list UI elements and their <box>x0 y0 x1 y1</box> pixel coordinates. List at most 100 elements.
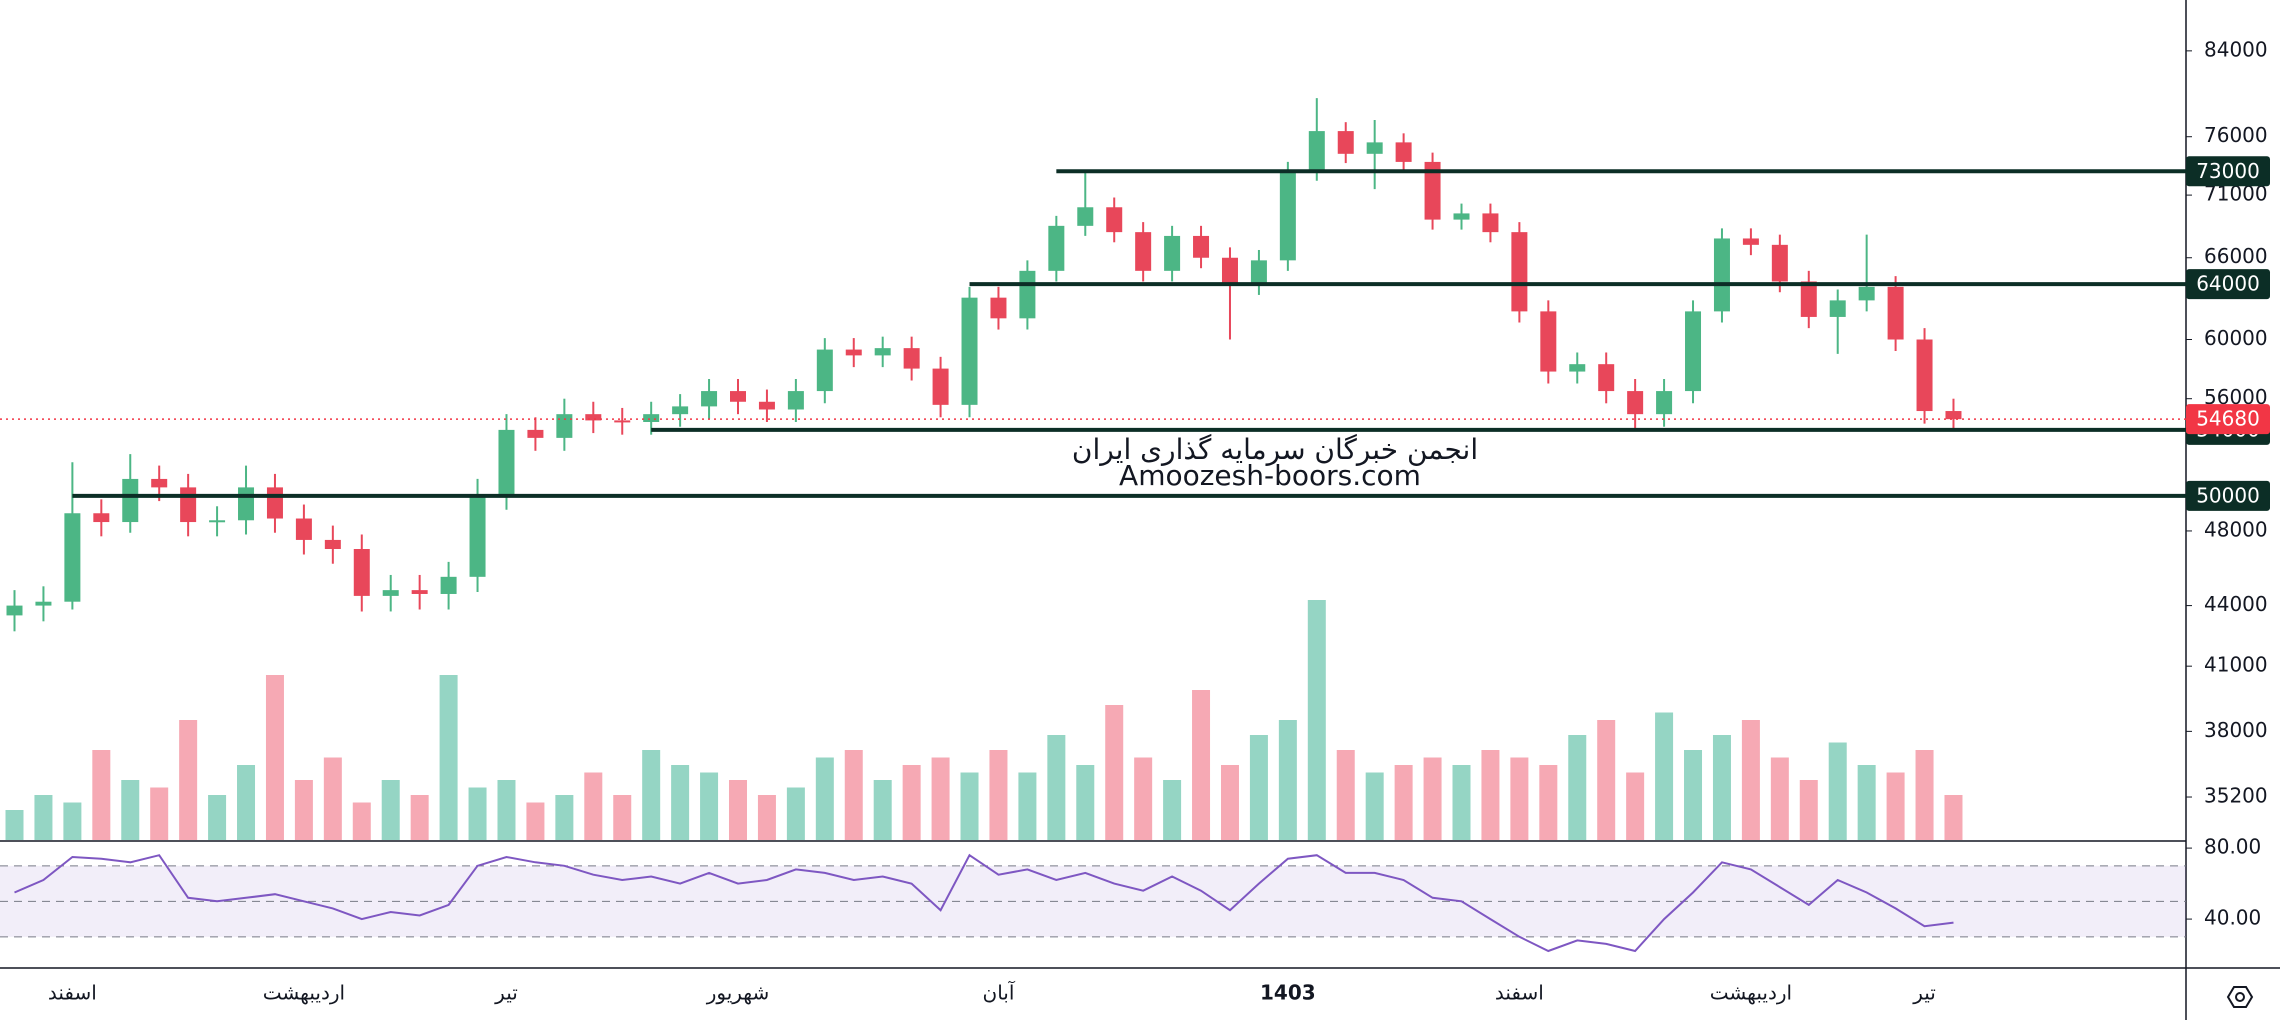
volume-bar <box>642 750 661 840</box>
y-tick-label: 76000 <box>2204 123 2268 147</box>
candle-body <box>787 391 804 410</box>
volume-bar <box>1857 765 1876 840</box>
volume-bar <box>1047 735 1066 840</box>
candle-body <box>1829 300 1846 317</box>
candle-body <box>643 414 660 422</box>
volume-bar <box>468 787 487 840</box>
volume-bar <box>1626 772 1645 840</box>
volume-bar <box>1712 735 1731 840</box>
watermark-line: انجمن خبرگان سرمایه گذاری ایران <box>1072 433 1478 466</box>
candle-body <box>1945 411 1962 420</box>
candle-body <box>874 348 891 356</box>
volume-bar <box>1249 735 1268 840</box>
candle-body <box>411 590 428 594</box>
candle-body <box>614 420 631 423</box>
candle-body <box>1077 207 1094 226</box>
volume-bar <box>844 750 863 840</box>
volume-bar <box>121 780 140 840</box>
candle-body <box>932 368 949 405</box>
candle-body <box>1800 281 1817 317</box>
volume-bar <box>1886 772 1905 840</box>
current-price-box <box>2186 404 2270 435</box>
candle-body <box>903 348 920 369</box>
volume-bar <box>902 765 921 840</box>
volume-bar <box>1365 772 1384 840</box>
volume-bar <box>34 795 53 840</box>
volume-bar <box>1278 720 1297 840</box>
volume-bar <box>786 787 805 840</box>
candle-body <box>1279 171 1296 261</box>
candle-body <box>353 549 370 596</box>
volume-bar <box>92 750 111 840</box>
volume-bar <box>439 675 458 840</box>
volume-bar <box>1741 720 1760 840</box>
candle-body <box>1250 260 1267 285</box>
candle-body <box>1916 339 1933 412</box>
volume-bar <box>613 795 632 840</box>
volume-bar <box>1655 712 1674 840</box>
x-tick-label: شهریور <box>706 981 770 1005</box>
candle-body <box>1569 364 1586 372</box>
candle-body <box>1627 391 1644 415</box>
candle-body <box>527 429 544 438</box>
volume-bar <box>63 802 82 840</box>
candle-body <box>1713 238 1730 312</box>
volume-bar <box>410 795 429 840</box>
volume-bar <box>1220 765 1239 840</box>
candle-body <box>498 429 515 496</box>
candle-body <box>1742 238 1759 245</box>
volume-bar <box>1597 720 1616 840</box>
volume-bar <box>1684 750 1703 840</box>
volume-bar <box>5 810 24 840</box>
y-tick-label: 38000 <box>2204 718 2268 742</box>
candle-body <box>1164 235 1181 271</box>
volume-bar <box>584 772 603 840</box>
candle-body <box>1887 286 1904 340</box>
rsi-tick-label: 40.00 <box>2204 906 2261 930</box>
candle-body <box>585 414 602 421</box>
volume-bar <box>1307 600 1326 840</box>
x-tick-label: اردیبهشت <box>263 981 345 1005</box>
candle-body <box>1221 257 1238 285</box>
volume-bar <box>1944 795 1963 840</box>
volume-bar <box>960 772 979 840</box>
candle-body <box>266 487 283 519</box>
candle-body <box>180 487 197 523</box>
candle-body <box>730 391 746 402</box>
volume-bar <box>208 795 227 840</box>
watermark-line: Amoozesh-boors.com <box>1119 459 1421 492</box>
candle-body <box>1193 235 1210 258</box>
candle-body <box>35 601 52 606</box>
settings-icon[interactable] <box>2226 986 2254 1008</box>
level-label: 64000 <box>2196 272 2260 296</box>
candle-body <box>1858 286 1875 301</box>
candle-body <box>758 401 775 410</box>
volume-bar <box>671 765 690 840</box>
x-tick-label: آبان <box>983 980 1016 1005</box>
candle-body <box>440 576 457 594</box>
volume-bar <box>1018 772 1037 840</box>
y-tick-label: 60000 <box>2204 326 2268 350</box>
candle-body <box>672 406 689 415</box>
candle-body <box>845 349 862 356</box>
candle-body <box>122 478 139 523</box>
candle-body <box>1685 311 1702 392</box>
volume-bar <box>237 765 256 840</box>
volume-bar <box>497 780 516 840</box>
volume-bar <box>1770 757 1789 840</box>
volume-bar <box>1394 765 1413 840</box>
volume-bar <box>1915 750 1934 840</box>
candle-body <box>238 487 255 521</box>
candle-body <box>1453 213 1470 220</box>
volume-bar <box>150 787 169 840</box>
volume-bar <box>1452 765 1471 840</box>
candle-body <box>961 297 978 405</box>
volume-bar <box>265 675 284 840</box>
volume-bar <box>1510 757 1529 840</box>
volume-bar <box>873 780 892 840</box>
volume-bar <box>294 780 313 840</box>
volume-bar <box>1163 780 1182 840</box>
candle-body <box>151 478 168 488</box>
candle-body <box>1771 244 1788 282</box>
volume-bar <box>352 802 371 840</box>
